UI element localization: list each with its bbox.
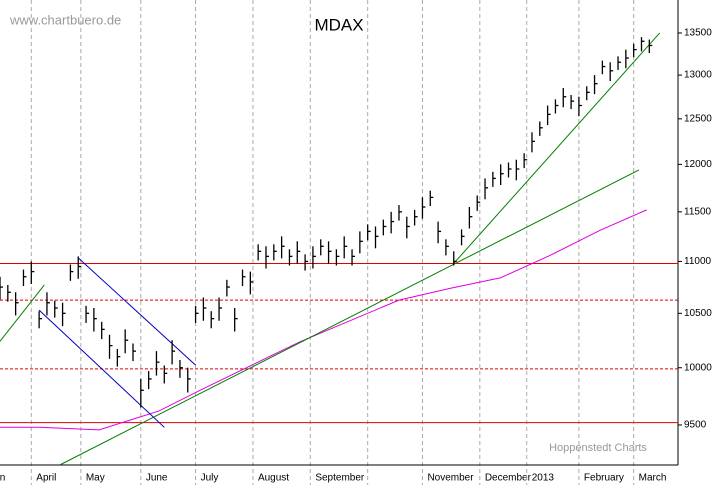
y-tick-label: 12000 xyxy=(684,159,712,170)
x-tick-label: September xyxy=(315,473,365,484)
x-tick-label: March xyxy=(639,473,667,484)
y-tick-label: 11500 xyxy=(684,206,712,217)
x-tick-label: May xyxy=(86,473,105,484)
x-tick-label: June xyxy=(146,473,168,484)
watermark: www.chartbuero.de xyxy=(9,12,121,27)
x-tick-label: July xyxy=(201,473,219,484)
chart-title: MDAX xyxy=(314,15,363,34)
trend-line xyxy=(38,309,165,428)
x-tick-label: December xyxy=(485,473,532,484)
x-tick-label: November xyxy=(427,473,474,484)
y-tick-label: 13000 xyxy=(684,70,712,81)
y-tick-label: 10500 xyxy=(684,308,712,319)
x-tick-label: 2013 xyxy=(532,473,555,484)
trend-line xyxy=(59,169,640,466)
trend-line xyxy=(0,284,45,342)
trend-line xyxy=(77,257,196,366)
source-label: Hoppenstedt Charts xyxy=(549,442,647,454)
y-tick-label: 10000 xyxy=(684,362,712,373)
trend-line xyxy=(453,32,661,264)
x-tick-label: April xyxy=(36,473,56,484)
y-tick-label: 9500 xyxy=(684,420,707,431)
y-tick-label: 11000 xyxy=(684,256,712,267)
y-tick-label: 13500 xyxy=(684,28,712,39)
x-tick-label: August xyxy=(258,473,289,484)
trend-line xyxy=(0,209,647,431)
x-tick-label: February xyxy=(584,473,624,484)
x-tick-label: n xyxy=(0,473,5,484)
y-tick-label: 12500 xyxy=(684,113,712,124)
